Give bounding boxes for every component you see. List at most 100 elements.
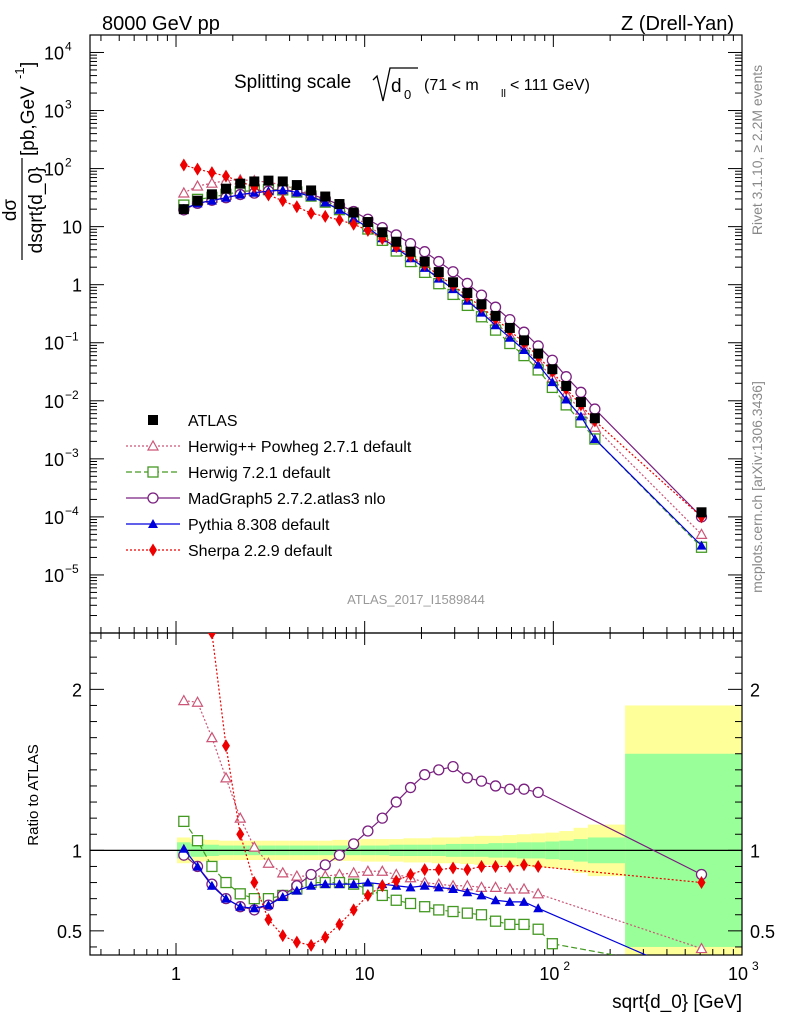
ratio-series-point xyxy=(518,896,529,906)
ratio-series-point xyxy=(307,938,316,952)
ratio-series-point xyxy=(447,905,459,918)
ratio-series-point xyxy=(447,760,459,773)
atlas-point xyxy=(462,287,473,298)
top-series-point xyxy=(461,277,473,290)
ratio-series-point xyxy=(392,874,401,888)
ratio-series-point xyxy=(321,930,330,944)
ratio-series-point xyxy=(419,880,430,890)
legend-label: Herwig++ Powheg 2.7.1 default xyxy=(188,439,412,456)
top-series-1 xyxy=(177,173,708,539)
title-cut-sub: ll xyxy=(501,88,506,100)
top-series-point xyxy=(363,223,372,237)
y-tick-label-sup: −1 xyxy=(65,330,79,344)
ratio-series-point xyxy=(263,900,274,910)
legend-marker xyxy=(148,415,158,425)
ratio-series-point xyxy=(504,918,516,931)
ratio-series-point xyxy=(178,843,189,853)
ratio-series-point xyxy=(250,876,259,890)
top-series-point xyxy=(504,332,515,342)
ratio-series-point xyxy=(306,880,317,890)
ratio-series-point xyxy=(390,796,402,808)
atlas-point xyxy=(192,195,203,206)
ratio-series-point xyxy=(221,739,230,753)
ratio-series-point xyxy=(305,868,317,881)
ratio-series-point xyxy=(476,890,487,900)
atlas-point xyxy=(263,175,274,186)
y-tick-label-sup: 3 xyxy=(65,98,72,112)
ratio-series-point xyxy=(463,863,472,877)
top-series-point xyxy=(207,166,216,180)
legend-marker xyxy=(147,492,159,504)
top-series-point xyxy=(560,371,572,383)
top-series-point xyxy=(546,354,558,366)
ratio-series-point xyxy=(390,894,402,906)
ratio-series-point xyxy=(192,861,203,871)
ratio-series-line xyxy=(183,700,702,950)
atlas-point xyxy=(504,322,515,333)
top-series-point xyxy=(291,187,302,197)
ratio-series-point xyxy=(533,903,544,913)
ratio-series-point xyxy=(248,840,261,852)
legend-marker xyxy=(148,519,158,528)
ratio-series-point xyxy=(532,887,545,899)
ratio-series-point xyxy=(320,879,331,889)
x-tick-label: 10 xyxy=(355,964,375,984)
ratio-series-point xyxy=(219,771,232,783)
atlas-point xyxy=(575,397,586,408)
atlas-point xyxy=(277,176,288,187)
analysis-label: ATLAS_2017_I1589844 xyxy=(347,592,485,607)
y-tick-label: 10 xyxy=(44,450,64,470)
title-sqrt-sub: 0 xyxy=(404,87,411,102)
atlas-point xyxy=(589,413,600,424)
ylabel-ratio: Ratio to ATLAS xyxy=(25,744,42,845)
ratio-series-point xyxy=(697,974,707,983)
ratio-series-point xyxy=(248,893,260,905)
top-series-point xyxy=(206,195,217,205)
y-tick-label: 10 xyxy=(44,102,64,122)
legend-label: MadGraph5 2.7.2.atlas3 nlo xyxy=(188,491,386,508)
ratio-series-point xyxy=(489,881,502,892)
atlas-point xyxy=(178,204,189,215)
ratio-series-point xyxy=(697,876,706,890)
ratio-series-point xyxy=(207,633,216,640)
ratio-series-point xyxy=(449,861,458,875)
ratio-series-point xyxy=(505,859,514,873)
ratio-series-point xyxy=(518,918,530,931)
ratio-series-point xyxy=(519,858,528,872)
ratio-series-point xyxy=(532,923,544,935)
side-label-rivet: Rivet 3.1.10, ≥ 2.2M events xyxy=(749,65,765,235)
legend: ATLAS Herwig++ Powheg 2.7.1 default Herwig… xyxy=(126,413,412,560)
top-series-point xyxy=(489,301,502,313)
ratio-series-point xyxy=(291,885,302,895)
top-series-point xyxy=(205,176,218,188)
top-series-point xyxy=(589,433,600,443)
ratio-series-point xyxy=(362,877,373,887)
ratio-series-point xyxy=(504,896,515,906)
legend-label: ATLAS xyxy=(188,413,238,430)
ratio-series-point xyxy=(205,731,218,743)
ratio-series-point xyxy=(404,897,417,910)
ratio-series-point xyxy=(177,694,190,706)
ratio-series-point xyxy=(420,863,429,877)
ratio-frame xyxy=(89,632,743,956)
atlas-point xyxy=(249,176,260,187)
ratio-series-point xyxy=(191,835,204,847)
top-series-point xyxy=(193,162,202,176)
ratio-series-point xyxy=(419,769,431,781)
top-series-point xyxy=(335,213,344,227)
ylabel-top-unit: [pb,GeV xyxy=(18,86,39,156)
atlas-point xyxy=(348,207,359,218)
top-series-point xyxy=(695,528,708,539)
atlas-point xyxy=(334,199,345,210)
top-series-point xyxy=(349,217,358,231)
ratio-series-point xyxy=(489,915,502,927)
top-series-point xyxy=(221,169,230,183)
top-series-point xyxy=(277,185,288,195)
ratio-series-point xyxy=(546,938,558,950)
x-tick-label-sup: 3 xyxy=(752,959,759,973)
top-series-point xyxy=(475,289,488,301)
ratio-series-point xyxy=(277,892,288,902)
atlas-point xyxy=(448,277,459,288)
y-tick-label: 10 xyxy=(62,218,82,238)
